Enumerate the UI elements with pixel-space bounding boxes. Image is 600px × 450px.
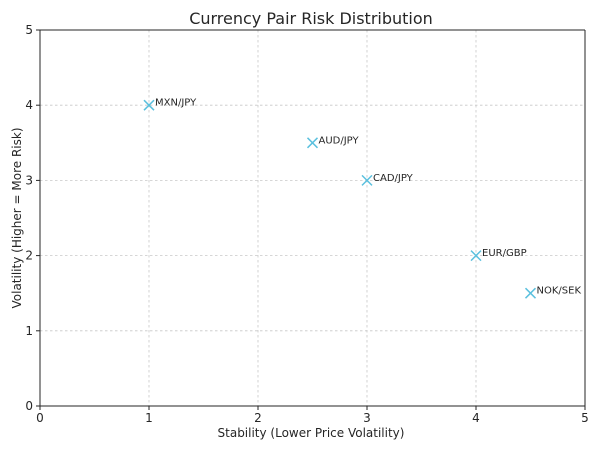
y-tick-label: 4 [25, 98, 33, 112]
data-point-label: CAD/JPY [373, 173, 414, 184]
y-tick-label: 1 [25, 324, 33, 338]
y-axis-label: Volatility (Higher = More Risk) [10, 127, 24, 308]
data-point-label: AUD/JPY [319, 135, 360, 146]
data-point-label: MXN/JPY [155, 98, 197, 109]
data-point-marker [306, 137, 319, 149]
data-point-marker [524, 287, 537, 299]
y-tick-label: 5 [25, 23, 33, 37]
data-point-label: EUR/GBP [482, 248, 527, 259]
x-tick-label: 2 [254, 411, 262, 425]
data-point-marker [361, 174, 373, 186]
y-tick-label: 3 [25, 173, 33, 187]
x-tick-label: 3 [363, 411, 371, 425]
y-tick-label: 2 [25, 249, 33, 263]
axes [39, 29, 586, 407]
data-points [143, 99, 537, 299]
x-axis-label: Stability (Lower Price Volatility) [218, 426, 405, 440]
grid [39, 29, 586, 407]
y-tick-label: 0 [25, 399, 33, 413]
data-labels: MXN/JPY AUD/JPY CAD/JPY EUR/GBP NOK/SEK [155, 98, 581, 297]
data-point-marker [470, 250, 482, 262]
chart-title: Currency Pair Risk Distribution [189, 9, 433, 28]
x-tick-label: 0 [36, 411, 44, 425]
data-point-label: NOK/SEK [537, 286, 582, 297]
data-point-marker [143, 99, 155, 111]
x-tick-label: 5 [581, 411, 589, 425]
x-tick-label: 4 [472, 411, 480, 425]
x-tick-label: 1 [145, 411, 153, 425]
ticks: 0 1 2 3 4 5 0 1 2 3 4 5 [25, 23, 588, 425]
